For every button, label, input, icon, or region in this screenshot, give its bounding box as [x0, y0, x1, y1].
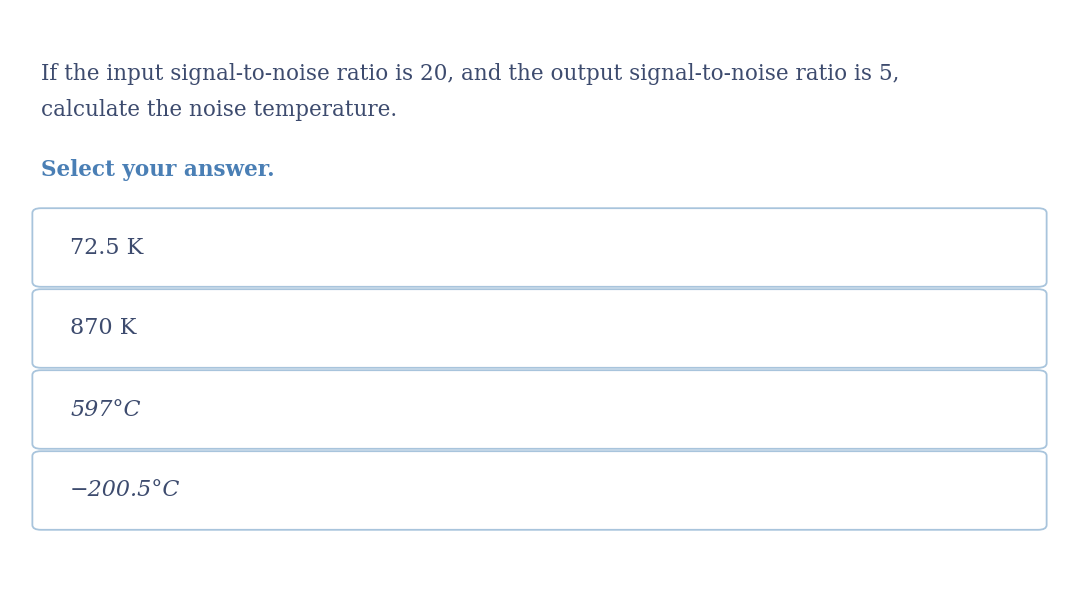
Text: calculate the noise temperature.: calculate the noise temperature.: [41, 99, 397, 121]
Text: 72.5 K: 72.5 K: [70, 236, 144, 259]
Text: 870 K: 870 K: [70, 317, 137, 340]
Text: −200.5°C: −200.5°C: [70, 479, 180, 502]
Text: 597°C: 597°C: [70, 398, 140, 421]
FancyBboxPatch shape: [32, 370, 1047, 449]
FancyBboxPatch shape: [32, 289, 1047, 368]
FancyBboxPatch shape: [32, 208, 1047, 287]
Text: If the input signal-to-noise ratio is 20, and the output signal-to-noise ratio i: If the input signal-to-noise ratio is 20…: [41, 63, 900, 85]
Text: Select your answer.: Select your answer.: [41, 159, 275, 181]
FancyBboxPatch shape: [32, 451, 1047, 530]
